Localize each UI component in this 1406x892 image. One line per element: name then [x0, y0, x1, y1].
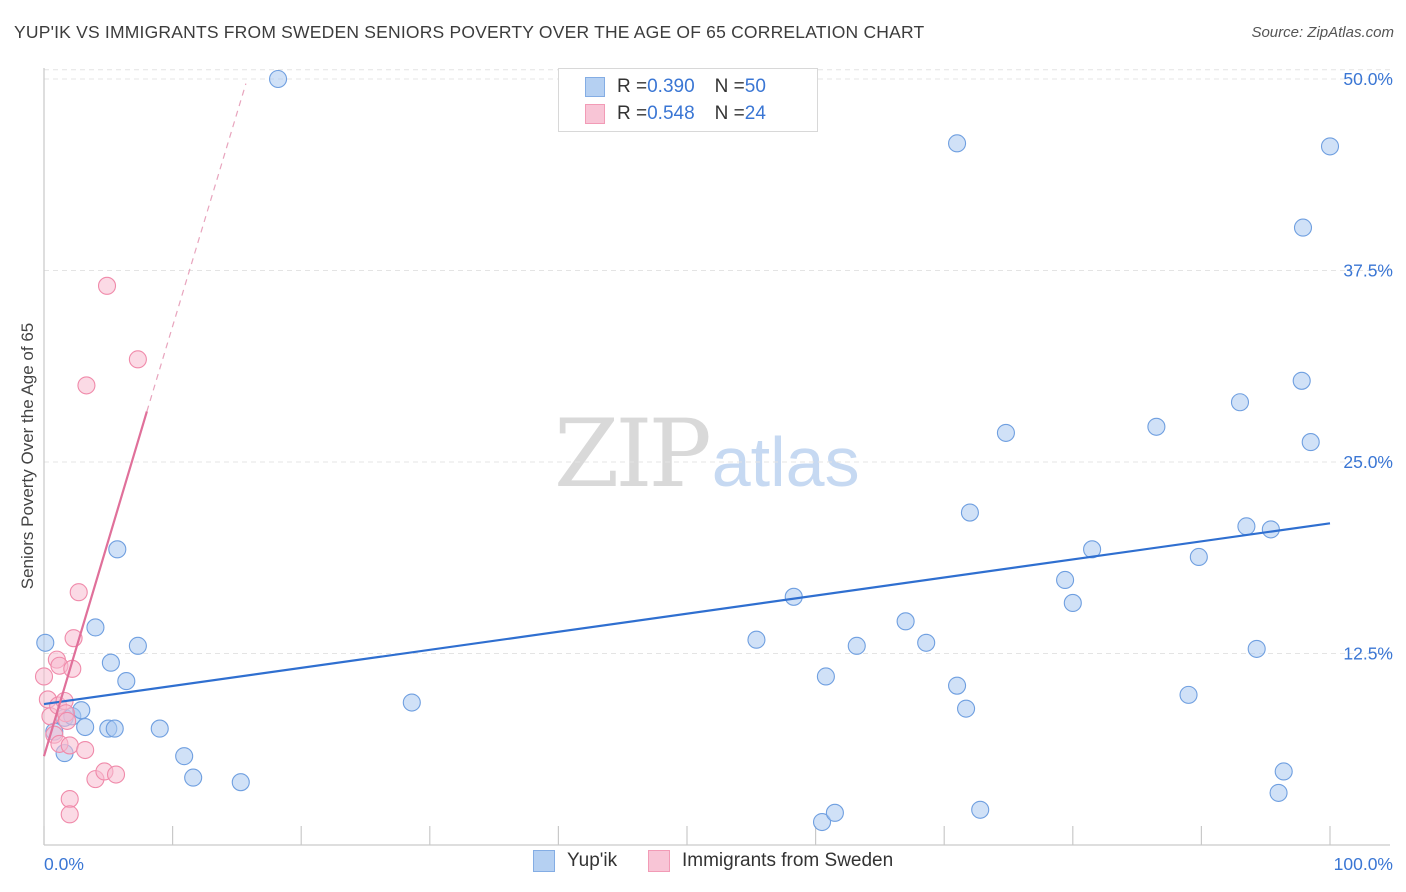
yupik-point[interactable]: [847, 636, 866, 655]
yupik-point[interactable]: [960, 503, 979, 522]
yupik-point[interactable]: [105, 719, 124, 738]
yupik-point[interactable]: [948, 676, 967, 695]
sweden-point[interactable]: [69, 583, 88, 602]
yupik-point[interactable]: [36, 633, 55, 652]
yupik-point[interactable]: [1189, 547, 1208, 567]
sweden-point[interactable]: [34, 667, 54, 686]
sweden-point[interactable]: [60, 805, 79, 824]
yupik-point[interactable]: [812, 812, 832, 832]
yupik-point[interactable]: [402, 693, 421, 712]
yupik-point[interactable]: [1247, 639, 1266, 658]
sweden-point[interactable]: [60, 789, 79, 809]
legend-label-yupik: Yup'ik: [567, 850, 618, 871]
n-label: N =: [714, 103, 745, 124]
sweden-point[interactable]: [106, 765, 126, 784]
y-tick-label: 50.0%: [1343, 69, 1393, 89]
yupik-point[interactable]: [996, 423, 1015, 442]
trend-lines: [42, 83, 1331, 757]
yupik-point[interactable]: [957, 699, 976, 718]
axes: [43, 68, 1390, 846]
watermark-zip: ZIP: [554, 400, 712, 509]
legend-swatch-sweden: [648, 850, 670, 872]
r-label: R =: [617, 103, 648, 124]
yupik-point[interactable]: [1261, 520, 1280, 539]
yupik-point[interactable]: [1320, 137, 1340, 156]
yupik-point[interactable]: [1063, 593, 1082, 612]
r-value: 0.548: [647, 103, 695, 124]
trend-line-sweden: [42, 411, 148, 757]
series-legend-sweden[interactable]: Immigrants from Sweden: [648, 850, 893, 872]
y-tick-label: 25.0%: [1343, 452, 1393, 472]
sweden-point[interactable]: [60, 736, 79, 755]
legend-swatch-sweden: [585, 104, 605, 124]
legend-swatch-yupik: [533, 850, 555, 872]
yupik-point[interactable]: [1301, 433, 1320, 452]
yupik-point[interactable]: [896, 612, 915, 631]
yupik-point[interactable]: [1147, 417, 1166, 436]
yupik-point[interactable]: [269, 69, 288, 89]
yupik-point[interactable]: [1293, 218, 1313, 237]
yupik-point[interactable]: [747, 630, 766, 649]
yupik-point[interactable]: [150, 719, 169, 738]
legend-swatch-yupik: [585, 77, 605, 97]
yupik-point[interactable]: [971, 800, 990, 819]
yupik-point[interactable]: [86, 618, 105, 637]
yupik-point[interactable]: [128, 636, 147, 655]
yupik-point[interactable]: [917, 633, 936, 652]
stats-legend-row-yupik: R = 0.390 N = 50: [585, 75, 766, 99]
yupik-point[interactable]: [1056, 570, 1075, 590]
yupik-point[interactable]: [1179, 685, 1198, 704]
x-tick-label-max: 100.0%: [1334, 854, 1393, 874]
sweden-point[interactable]: [77, 376, 96, 395]
chart-title: YUP'IK VS IMMIGRANTS FROM SWEDEN SENIORS…: [14, 22, 925, 42]
yupik-point[interactable]: [1269, 783, 1288, 802]
yupik-point[interactable]: [816, 667, 835, 686]
yupik-point[interactable]: [1274, 762, 1293, 781]
y-tick-label: 37.5%: [1343, 261, 1393, 281]
trend-line-yupik: [43, 522, 1331, 706]
legend-label-sweden: Immigrants from Sweden: [682, 850, 894, 871]
sweden-point[interactable]: [97, 276, 117, 295]
sweden-point[interactable]: [58, 711, 77, 730]
yupik-point[interactable]: [101, 653, 120, 672]
yupik-point[interactable]: [117, 672, 136, 691]
tick-labels: 12.5% 25.0% 37.5% 50.0% 0.0% 100.0%: [44, 69, 1393, 874]
yupik-point[interactable]: [175, 747, 194, 766]
yupik-point[interactable]: [1237, 517, 1256, 536]
n-label: N =: [714, 76, 745, 97]
yupik-point[interactable]: [948, 134, 967, 153]
n-value: 24: [744, 103, 766, 124]
r-value: 0.390: [647, 76, 695, 97]
yupik-point[interactable]: [184, 768, 203, 787]
yupik-point[interactable]: [108, 540, 127, 559]
yupik-point[interactable]: [72, 701, 91, 720]
sweden-point[interactable]: [128, 350, 147, 369]
yupik-point[interactable]: [1230, 393, 1250, 412]
yupik-point[interactable]: [1292, 371, 1311, 390]
source-credit: Source: ZipAtlas.com: [1251, 24, 1394, 41]
r-label: R =: [617, 76, 648, 97]
data-points: [34, 69, 1340, 832]
stats-legend-row-sweden: R = 0.548 N = 24: [585, 102, 766, 126]
trend-line-sweden-extension: [146, 83, 247, 412]
sweden-point[interactable]: [76, 740, 95, 760]
y-tick-label: 12.5%: [1343, 644, 1393, 664]
stats-legend: R = 0.390 N = 50 R = 0.548 N = 24: [558, 68, 818, 132]
x-tick-label-min: 0.0%: [44, 854, 84, 874]
yupik-point[interactable]: [825, 803, 844, 822]
watermark: ZIPatlas: [554, 400, 860, 509]
gridlines: [44, 69, 1390, 654]
yupik-point[interactable]: [231, 773, 250, 792]
yupik-point[interactable]: [76, 717, 95, 737]
n-value: 50: [744, 76, 766, 97]
series-legend-yupik[interactable]: Yup'ik: [533, 850, 617, 872]
series-legend: Yup'ik Immigrants from Sweden: [0, 850, 1406, 878]
